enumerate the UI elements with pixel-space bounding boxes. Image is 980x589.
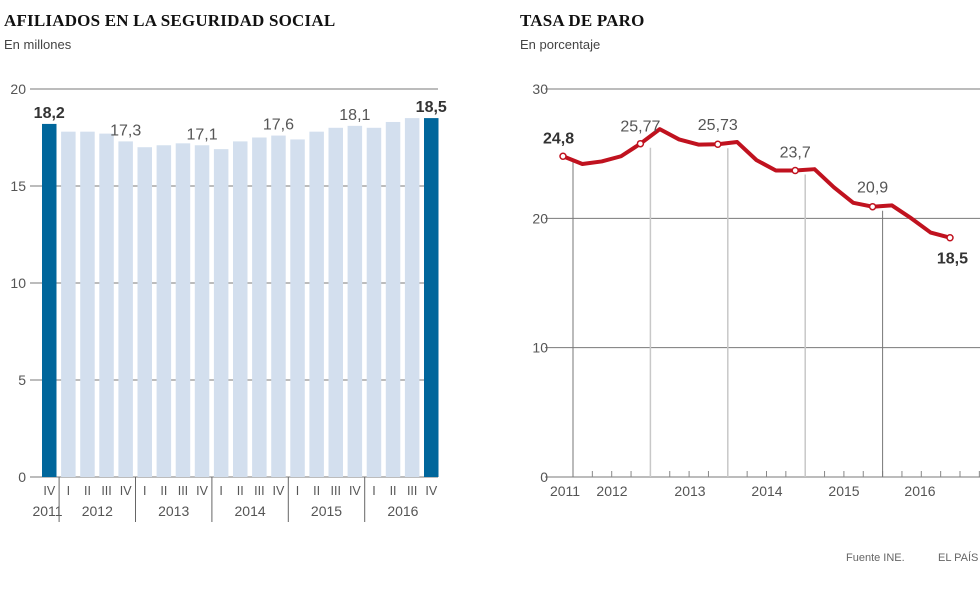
bar-x-quarter-label: III [407, 484, 417, 498]
bar-x-quarter-label: III [178, 484, 188, 498]
line-data-label: 23,7 [780, 144, 811, 161]
bar-x-quarter-label: III [331, 484, 341, 498]
bar-y-tick-label: 20 [10, 81, 26, 97]
bar-data-label: 18,5 [416, 99, 447, 116]
bar-12 [271, 135, 286, 477]
bar-7 [175, 143, 191, 477]
line-x-year-label: 2016 [904, 483, 935, 499]
bar-3 [99, 133, 114, 477]
bar-x-quarter-label: II [160, 484, 167, 498]
bar-9 [213, 149, 229, 477]
bar-x-quarter-label: IV [273, 484, 285, 498]
bar-x-quarter-label: I [296, 484, 299, 498]
bar-11 [252, 137, 267, 477]
line-chart-title: TASA DE PARO [520, 11, 645, 30]
bar-17 [366, 127, 382, 478]
bar-data-label: 17,6 [263, 117, 294, 134]
line-data-label: 20,9 [857, 180, 888, 197]
bar-18 [385, 121, 401, 477]
bar-y-tick-label: 5 [18, 372, 26, 388]
bar-0 [42, 123, 57, 478]
bar-data-label: 17,3 [110, 122, 141, 139]
bar-x-quarter-label: I [67, 484, 70, 498]
bar-13 [290, 139, 305, 477]
bar-x-year-label: 2012 [82, 503, 113, 519]
bar-data-label: 18,1 [339, 107, 370, 124]
bar-5 [137, 147, 152, 477]
bar-20 [424, 118, 439, 477]
bar-14 [309, 131, 324, 477]
line-y-tick-label: 20 [532, 210, 548, 226]
line-x-year-label: 2011 [550, 483, 580, 499]
bar-1 [61, 131, 76, 477]
line-chart-subtitle: En porcentaje [520, 37, 601, 52]
bar-x-quarter-label: I [372, 484, 375, 498]
brand-label: EL PAÍS [938, 552, 979, 564]
bar-y-tick-label: 10 [10, 275, 26, 291]
bar-8 [194, 145, 210, 477]
line-data-label: 25,73 [698, 117, 738, 134]
bar-x-year-label: 2016 [387, 503, 418, 519]
line-y-tick-label: 0 [540, 469, 548, 485]
bar-x-quarter-label: IV [120, 484, 132, 498]
bar-x-quarter-label: I [143, 484, 146, 498]
line-point-marker [714, 140, 722, 148]
line-point-marker [946, 233, 954, 242]
bar-6 [156, 145, 172, 477]
bar-x-quarter-label: II [390, 484, 397, 498]
bar-x-quarter-label: I [219, 484, 222, 498]
line-point-marker [559, 152, 567, 161]
line-point-marker [791, 166, 799, 175]
line-x-year-label: 2013 [674, 483, 705, 499]
line-x-year-label: 2012 [596, 483, 627, 499]
bar-x-quarter-label: IV [425, 484, 437, 498]
bar-x-year-label: 2011 [32, 503, 62, 519]
bar-16 [347, 125, 363, 478]
bar-x-quarter-label: II [84, 484, 91, 498]
bar-19 [404, 118, 420, 477]
bar-x-quarter-label: III [101, 484, 111, 498]
bar-x-quarter-label: III [254, 484, 264, 498]
bar-chart-subtitle: En millones [4, 37, 72, 52]
line-data-label: 18,5 [937, 251, 968, 268]
line-x-year-label: 2014 [751, 483, 782, 499]
bar-x-quarter-label: IV [43, 484, 55, 498]
bar-x-quarter-label: II [313, 484, 320, 498]
bar-x-year-label: 2013 [158, 503, 189, 519]
bar-chart-title: AFILIADOS EN LA SEGURIDAD SOCIAL [4, 11, 336, 30]
bar-y-tick-label: 15 [10, 178, 26, 194]
line-point-marker [868, 202, 877, 211]
unemployment-line [561, 127, 952, 240]
bar-2 [80, 131, 95, 477]
bar-x-quarter-label: IV [349, 484, 361, 498]
line-x-year-label: 2015 [828, 483, 859, 499]
source-note: Fuente INE. [846, 552, 905, 564]
bar-x-year-label: 2014 [235, 503, 266, 519]
line-data-label: 25,77 [620, 119, 660, 136]
line-point-marker [636, 139, 645, 148]
bar-15 [328, 127, 343, 478]
bar-4 [118, 141, 133, 477]
bar-y-tick-label: 0 [18, 469, 26, 485]
bar-10 [233, 141, 248, 477]
bar-x-quarter-label: IV [196, 484, 208, 498]
bar-x-year-label: 2015 [311, 503, 342, 519]
line-y-tick-label: 10 [532, 340, 548, 356]
bar-data-label: 18,2 [34, 105, 65, 122]
bar-x-quarter-label: II [237, 484, 244, 498]
line-y-tick-label: 30 [532, 81, 548, 97]
line-data-label: 24,8 [543, 130, 574, 147]
bar-data-label: 17,1 [186, 126, 217, 143]
